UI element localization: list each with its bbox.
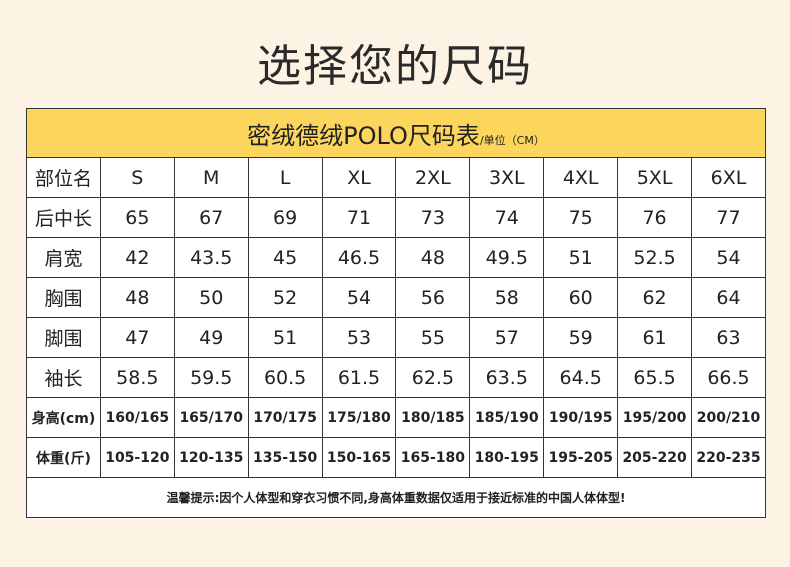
table-cell: 65.5 — [617, 357, 693, 398]
row-label: 后中长 — [26, 197, 101, 238]
table-cell: 61.5 — [321, 357, 397, 398]
table-cell: 61 — [617, 317, 693, 358]
table-row: 体重(斤) 105-120 120-135 135-150 150-165 165-180… — [26, 437, 766, 478]
table-row: 肩宽 42 43.5 45 46.5 48 49.5 51 52.5 54 — [26, 237, 766, 278]
table-row: 身高(cm) 160/165 165/170 170/175 175/180 180/18… — [26, 397, 766, 438]
table-row: 胸围 48 50 52 54 56 58 60 62 64 — [26, 277, 766, 318]
row-label: 体重(斤) — [26, 437, 101, 478]
row-label: 部位名 — [26, 157, 101, 198]
table-cell: 57 — [469, 317, 545, 358]
row-label: 肩宽 — [26, 237, 101, 278]
table-cell: 135-150 — [247, 437, 323, 478]
table-cell: 4XL — [543, 157, 619, 198]
table-cell: 105-120 — [99, 437, 175, 478]
table-cell: 64 — [691, 277, 766, 318]
table-cell: 45 — [247, 237, 323, 278]
row-label: 胸围 — [26, 277, 101, 318]
table-cell: 50 — [173, 277, 249, 318]
table-cell: 74 — [469, 197, 545, 238]
table-cell: 65 — [99, 197, 175, 238]
table-cell: 195/200 — [617, 397, 693, 438]
table-cell: 6XL — [691, 157, 766, 198]
table-cell: 42 — [99, 237, 175, 278]
note-row: 温馨提示:因个人体型和穿衣习惯不同,身高体重数据仅适用于接近标准的中国人体体型! — [26, 477, 766, 518]
table-cell: 43.5 — [173, 237, 249, 278]
table-row: 脚围 47 49 51 53 55 57 59 61 63 — [26, 317, 766, 358]
page-title: 选择您的尺码 — [257, 41, 533, 92]
table-cell: 56 — [395, 277, 471, 318]
table-cell: 52 — [247, 277, 323, 318]
table-title: 密绒德绒POLO尺码表 — [247, 121, 480, 150]
table-cell: 165/170 — [173, 397, 249, 438]
table-cell: 52.5 — [617, 237, 693, 278]
table-cell: 200/210 — [691, 397, 766, 438]
table-cell: 150-165 — [321, 437, 397, 478]
table-cell: L — [247, 157, 323, 198]
table-cell: 165-180 — [395, 437, 471, 478]
table-cell: 46.5 — [321, 237, 397, 278]
table-cell: 66.5 — [691, 357, 766, 398]
table-cell: 5XL — [617, 157, 693, 198]
table-cell: 55 — [395, 317, 471, 358]
row-label: 身高(cm) — [26, 397, 101, 438]
table-cell: M — [173, 157, 249, 198]
table-cell: 170/175 — [247, 397, 323, 438]
table-cell: 175/180 — [321, 397, 397, 438]
table-cell: 190/195 — [543, 397, 619, 438]
table-cell: 3XL — [469, 157, 545, 198]
table-cell: 71 — [321, 197, 397, 238]
table-cell: 195-205 — [543, 437, 619, 478]
note: 温馨提示:因个人体型和穿衣习惯不同,身高体重数据仅适用于接近标准的中国人体体型! — [26, 477, 766, 518]
row-label: 脚围 — [26, 317, 101, 358]
table-cell: 77 — [691, 197, 766, 238]
table-cell: 73 — [395, 197, 471, 238]
table-cell: 62 — [617, 277, 693, 318]
table-body: 密绒德绒POLO尺码表/单位（CM） 部位名 S M L XL 2XL 3XL 4XL 5XL 6… — [26, 108, 766, 518]
table-cell: 180/185 — [395, 397, 471, 438]
table-cell: 54 — [691, 237, 766, 278]
table-cell: 53 — [321, 317, 397, 358]
table-cell: 69 — [247, 197, 323, 238]
table-cell: 47 — [99, 317, 175, 358]
table-cell: 63.5 — [469, 357, 545, 398]
table-cell: 59 — [543, 317, 619, 358]
table-cell: 49.5 — [469, 237, 545, 278]
table-row: 部位名 S M L XL 2XL 3XL 4XL 5XL 6XL — [26, 157, 766, 198]
table-cell: 48 — [99, 277, 175, 318]
table-row: 袖长 58.5 59.5 60.5 61.5 62.5 63.5 64.5 65.5 66.5 — [26, 357, 766, 398]
table-cell: S — [99, 157, 175, 198]
table-cell: XL — [321, 157, 397, 198]
table-cell: 185/190 — [469, 397, 545, 438]
table-cell: 62.5 — [395, 357, 471, 398]
table-cell: 49 — [173, 317, 249, 358]
table-cell: 120-135 — [173, 437, 249, 478]
table-cell: 58.5 — [99, 357, 175, 398]
table-cell: 64.5 — [543, 357, 619, 398]
table-cell: 60 — [543, 277, 619, 318]
table-cell: 48 — [395, 237, 471, 278]
table-unit: /单位（CM） — [479, 133, 545, 147]
table-cell: 58 — [469, 277, 545, 318]
table-cell: 205-220 — [617, 437, 693, 478]
table-cell: 51 — [543, 237, 619, 278]
table-cell: 51 — [247, 317, 323, 358]
table-cell: 54 — [321, 277, 397, 318]
caption-row: 密绒德绒POLO尺码表/单位（CM） — [26, 108, 766, 158]
table-cell: 220-235 — [691, 437, 766, 478]
table-cell: 63 — [691, 317, 766, 358]
table-cell: 60.5 — [247, 357, 323, 398]
row-label: 袖长 — [26, 357, 101, 398]
table-cell: 59.5 — [173, 357, 249, 398]
table-row: 后中长 65 67 69 71 73 74 75 76 77 — [26, 197, 766, 238]
caption-cell: 密绒德绒POLO尺码表/单位（CM） — [26, 108, 766, 158]
table-cell: 180-195 — [469, 437, 545, 478]
table-cell: 76 — [617, 197, 693, 238]
table-cell: 2XL — [395, 157, 471, 198]
table-cell: 67 — [173, 197, 249, 238]
table-cell: 160/165 — [99, 397, 175, 438]
table-cell: 75 — [543, 197, 619, 238]
size-table: 密绒德绒POLO尺码表/单位（CM） 部位名 S M L XL 2XL 3XL 4XL 5XL 6… — [26, 108, 766, 518]
